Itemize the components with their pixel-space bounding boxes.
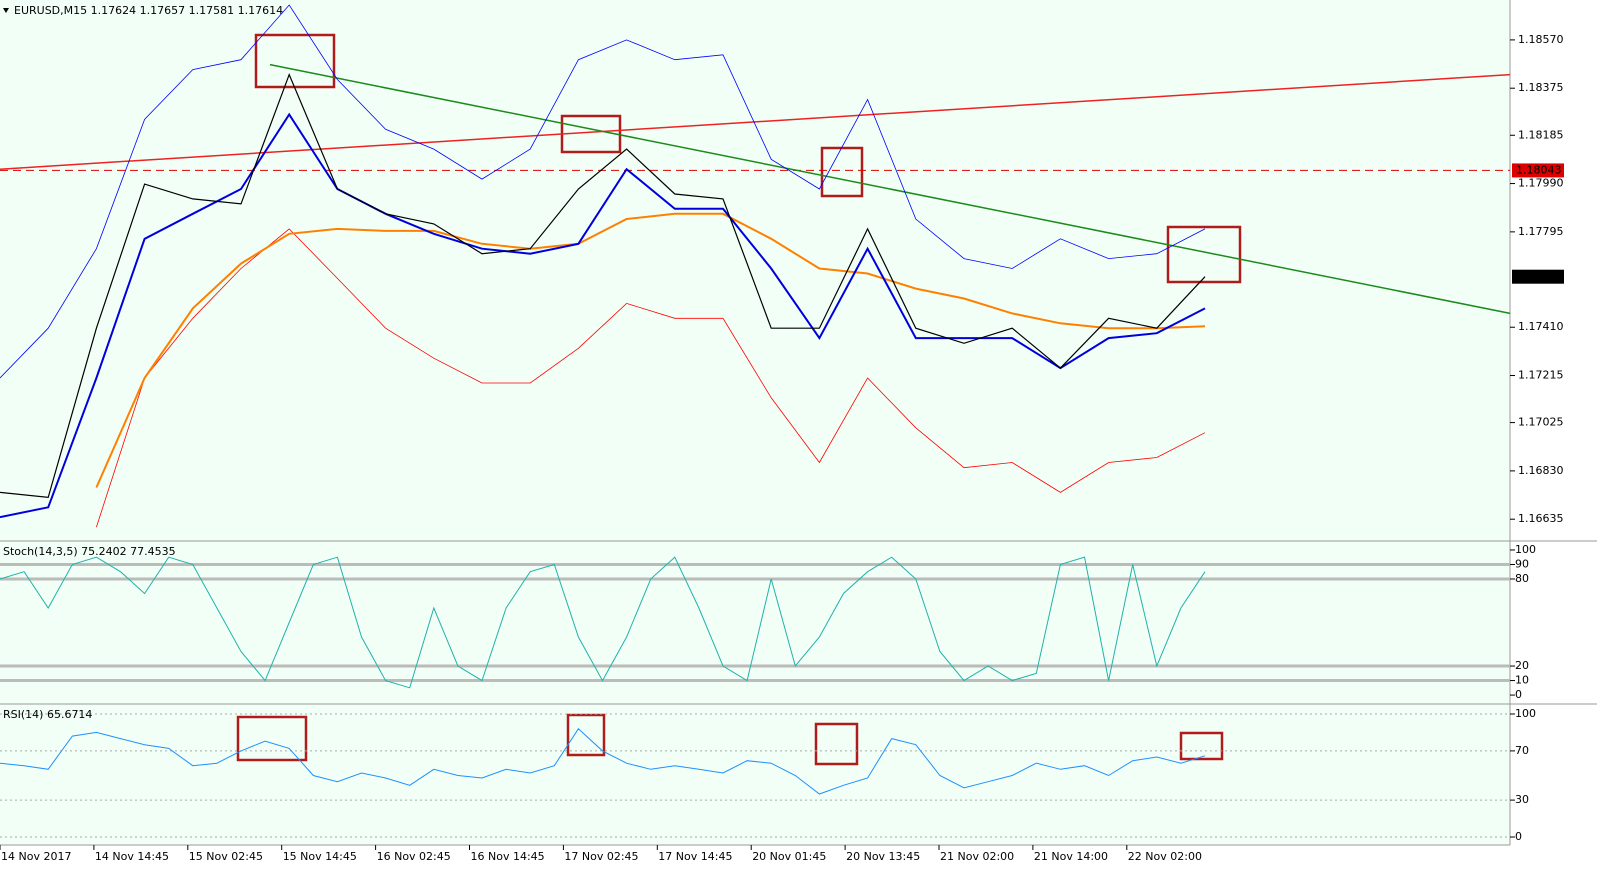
y-tick-label: 0 [1515, 830, 1522, 843]
y-tick-label: 90 [1515, 557, 1529, 570]
level-tag [1512, 163, 1564, 178]
menu-arrow [3, 8, 9, 13]
panel-title: RSI(14) 65.6714 [3, 708, 92, 721]
y-tick-label: 1.17795 [1518, 225, 1564, 238]
y-tick-label: 80 [1515, 572, 1529, 585]
panel-title: Stoch(14,3,5) 75.2402 77.4535 [3, 545, 176, 558]
x-tick-label: 21 Nov 14:00 [1034, 850, 1108, 863]
trend-line [0, 73, 1511, 170]
x-tick-label: 17 Nov 14:45 [658, 850, 732, 863]
x-tick-label: 15 Nov 14:45 [283, 850, 357, 863]
highlight-box [814, 722, 859, 766]
y-tick-label: 70 [1515, 744, 1529, 757]
x-tick-label: 21 Nov 02:00 [940, 850, 1014, 863]
y-tick-label: 10 [1515, 674, 1529, 687]
y-tick-label: 100 [1515, 543, 1536, 556]
series-line [0, 4, 1206, 379]
y-tick-label: 1.16635 [1518, 512, 1564, 525]
series-line [0, 728, 1206, 795]
trend-line [269, 63, 1511, 315]
series-line [96, 228, 1206, 528]
y-tick-label: 100 [1515, 707, 1536, 720]
series-line [0, 112, 1206, 519]
level-label: 1.18043 [1516, 163, 1562, 176]
y-tick-label: 20 [1515, 659, 1529, 672]
plot-background [0, 0, 1510, 845]
highlight-box [566, 713, 606, 757]
y-tick-label: 1.17025 [1518, 416, 1564, 429]
series-line [0, 556, 1206, 689]
x-tick-label: 16 Nov 14:45 [471, 850, 545, 863]
chart-header: EURUSD,M15 1.17624 1.17657 1.17581 1.176… [14, 4, 283, 17]
x-tick-label: 14 Nov 14:45 [95, 850, 169, 863]
highlight-box [820, 146, 864, 198]
x-tick-label: 20 Nov 01:45 [752, 850, 826, 863]
x-tick-label: 20 Nov 13:45 [846, 850, 920, 863]
series-line [95, 212, 1206, 488]
y-tick-label: 1.18375 [1518, 81, 1564, 94]
x-tick-label: 17 Nov 02:45 [564, 850, 638, 863]
price-tag [1512, 269, 1564, 284]
x-tick-label: 14 Nov 2017 [1, 850, 71, 863]
x-tick-label: 16 Nov 02:45 [377, 850, 451, 863]
highlight-box [1166, 225, 1242, 284]
y-tick-label: 1.17410 [1518, 320, 1564, 333]
y-tick-label: 1.18570 [1518, 33, 1564, 46]
highlight-box [236, 715, 308, 762]
y-tick-label: 0 [1515, 688, 1522, 701]
y-tick-label: 30 [1515, 793, 1529, 806]
x-tick-label: 22 Nov 02:00 [1128, 850, 1202, 863]
highlight-box [1179, 731, 1224, 761]
y-tick-label: 1.16830 [1518, 464, 1564, 477]
price-label: 1.17614 [1516, 270, 1562, 283]
x-tick-label: 15 Nov 02:45 [189, 850, 263, 863]
y-tick-label: 1.18185 [1518, 128, 1564, 141]
series-line [0, 72, 1206, 499]
y-tick-label: 1.17215 [1518, 369, 1564, 382]
y-tick-label: 1.17990 [1518, 177, 1564, 190]
